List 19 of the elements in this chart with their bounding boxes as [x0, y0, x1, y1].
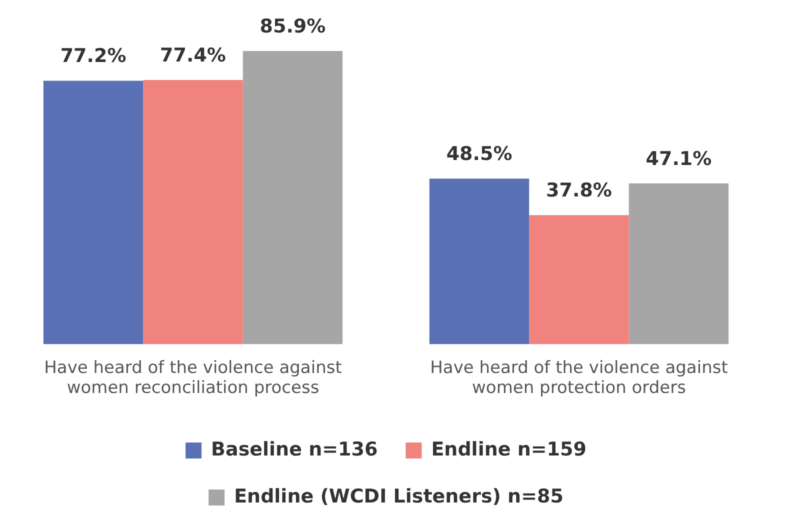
bar — [143, 80, 243, 344]
category-label: women protection orders — [472, 378, 686, 398]
bar — [529, 215, 629, 344]
data-label: 77.2% — [60, 45, 126, 68]
legend-label: Baseline n=136 — [211, 438, 378, 460]
bar — [242, 51, 343, 344]
data-label: 77.4% — [160, 44, 226, 66]
bar — [628, 183, 729, 344]
category-label: Have heard of the violence against — [430, 358, 728, 378]
bar — [429, 178, 530, 344]
legend-label: Endline (WCDI Listeners) n=85 — [234, 485, 564, 508]
legend-label: Endline n=159 — [431, 438, 586, 460]
data-label: 37.8% — [546, 180, 612, 202]
data-label: 47.1% — [646, 148, 712, 170]
bar — [43, 80, 144, 344]
data-label: 85.9% — [260, 15, 326, 38]
category-label: Have heard of the violence against — [44, 358, 342, 378]
category-label: women reconciliation process — [66, 378, 320, 398]
data-label: 48.5% — [446, 143, 512, 166]
